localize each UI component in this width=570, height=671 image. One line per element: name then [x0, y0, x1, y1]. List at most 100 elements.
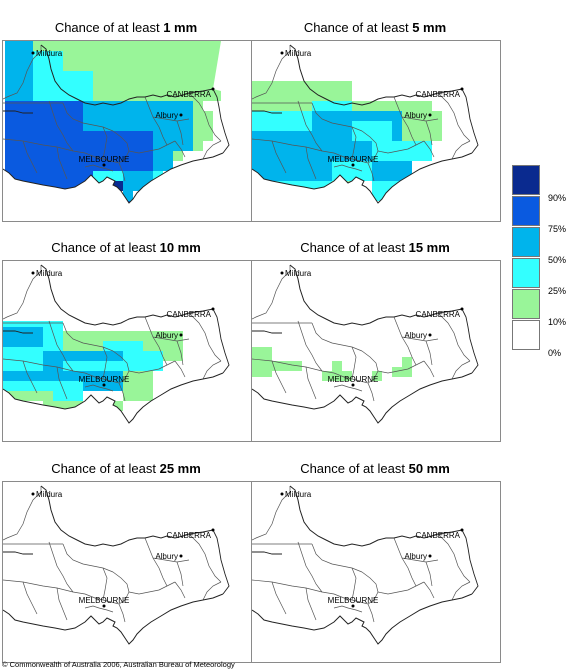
city-marker [428, 113, 432, 117]
district-boundary [451, 581, 471, 601]
east-coast-sea [462, 482, 500, 594]
probability-cell [153, 151, 173, 171]
district-boundary [3, 45, 42, 100]
district-boundary [152, 336, 190, 342]
district-boundary [72, 591, 112, 603]
probability-cell [392, 367, 412, 377]
district-boundary [271, 360, 287, 394]
district-boundary [128, 360, 176, 374]
city-marker [179, 554, 183, 558]
probability-cell [272, 361, 292, 371]
district-boundary [423, 360, 435, 378]
city-marker [280, 51, 284, 55]
district-boundary [305, 587, 317, 621]
district-boundary [72, 370, 112, 382]
district-boundary [144, 316, 168, 366]
district-boundary [423, 581, 435, 599]
sa-border [252, 330, 282, 334]
city-label-melbourne: MELBOURNE [79, 375, 130, 384]
district-boundary [188, 533, 222, 583]
district-boundary [202, 140, 222, 160]
district-boundary [351, 567, 357, 601]
city-marker [102, 383, 106, 387]
probability-cell [3, 41, 5, 221]
district-boundary [377, 140, 425, 154]
city-label-canberra: CANBERRA [167, 310, 212, 319]
legend-label-10: 10% [548, 317, 567, 327]
probability-cell [123, 351, 163, 371]
city-label-mildura: Mildura [36, 490, 63, 499]
probability-cell [63, 71, 93, 101]
district-boundary [252, 45, 291, 100]
panel-title: Chance of at least 25 mm [51, 461, 201, 476]
city-label-albury: Albury [155, 111, 178, 120]
sea-area [252, 373, 500, 441]
city-label-mildura: Mildura [36, 269, 63, 278]
city-marker [211, 528, 215, 532]
district-boundary [152, 557, 190, 563]
district-boundary [102, 126, 108, 160]
rain-map: Mildura CANBERRA Albury MELBOURNE [252, 482, 500, 662]
city-marker [102, 604, 106, 608]
district-boundary [401, 557, 439, 563]
city-marker [211, 307, 215, 311]
district-boundary [311, 322, 363, 352]
legend-swatch-75 [512, 196, 540, 226]
panel-title: Chance of at least 5 mm [303, 20, 447, 35]
city-label-albury: Albury [404, 552, 427, 561]
probability-cell [3, 381, 53, 391]
district-boundary [202, 581, 222, 601]
coastline [3, 152, 224, 204]
probability-cell [113, 181, 123, 191]
district-boundary [62, 543, 114, 573]
legend-label-90: 90% [548, 193, 567, 203]
nsw-coast [212, 308, 230, 374]
district-boundary [333, 384, 363, 392]
probability-cell [123, 181, 133, 201]
district-boundary [118, 603, 126, 623]
district-boundary [3, 358, 74, 372]
district-boundary [188, 312, 222, 362]
legend-swatch-50 [512, 227, 540, 257]
probability-cell [153, 131, 193, 151]
district-boundary [451, 360, 471, 380]
district-boundary [367, 603, 375, 623]
district-boundary [48, 320, 74, 372]
sea-area [3, 373, 251, 441]
city-label-albury: Albury [404, 111, 427, 120]
sea-area [252, 153, 500, 221]
district-boundary [321, 370, 361, 382]
district-boundary [377, 581, 425, 595]
legend-swatch-10 [512, 289, 540, 319]
legend-swatch-90 [512, 165, 540, 195]
probability-cell [322, 371, 352, 381]
city-marker [31, 271, 35, 275]
probability-cell [43, 401, 83, 411]
district-boundary [202, 360, 222, 380]
district-boundary [451, 140, 471, 160]
district-boundary [144, 96, 168, 146]
district-boundary [333, 164, 363, 172]
district-boundary [393, 316, 417, 366]
district-boundary [128, 581, 176, 595]
district-boundary [321, 591, 361, 603]
district-boundary [333, 605, 363, 613]
map-25mm: Mildura CANBERRA Albury MELBOURNE [2, 481, 252, 663]
probability-cell [193, 131, 203, 151]
nsw-coast [461, 529, 479, 595]
sea-area [3, 594, 251, 662]
legend-label-25: 25% [548, 286, 567, 296]
district-boundary [367, 382, 375, 402]
probability-cell [3, 131, 153, 171]
district-boundary [118, 382, 126, 402]
district-boundary [271, 140, 287, 174]
east-coast-sea [213, 261, 251, 373]
act-border [188, 308, 214, 314]
probability-cell [53, 381, 83, 401]
city-label-melbourne: MELBOURNE [328, 155, 379, 164]
coastline [252, 593, 473, 645]
city-marker [211, 87, 215, 91]
district-boundary [401, 116, 439, 122]
state-border [40, 44, 190, 106]
district-boundary [297, 320, 323, 372]
